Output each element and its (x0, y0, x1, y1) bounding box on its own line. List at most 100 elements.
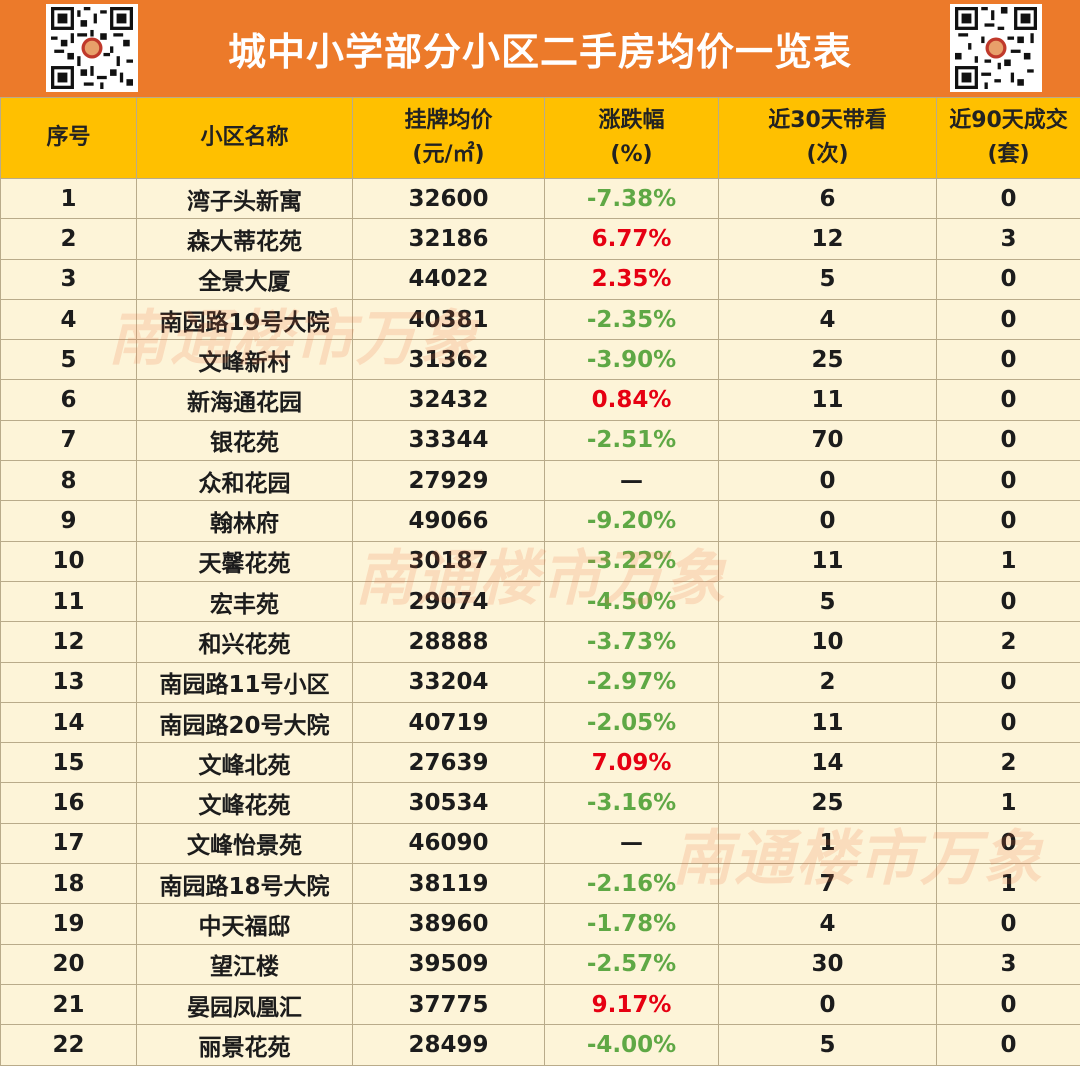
price-change: -9.20% (545, 501, 719, 541)
price-change: -1.78% (545, 904, 719, 944)
deals-90d: 0 (937, 340, 1080, 380)
deals-90d: 0 (937, 1025, 1080, 1065)
row-number: 15 (1, 743, 137, 783)
viewings-30d: 0 (719, 501, 937, 541)
row-number: 16 (1, 783, 137, 823)
deals-90d: 1 (937, 864, 1080, 904)
column-header: 小区名称 (137, 98, 353, 179)
column-header: 涨跌幅(%) (545, 98, 719, 179)
qr-code-icon (950, 4, 1042, 92)
viewings-30d: 4 (719, 904, 937, 944)
listing-price: 40381 (353, 299, 545, 339)
price-change: -2.16% (545, 864, 719, 904)
viewings-30d: 1 (719, 823, 937, 863)
viewings-30d: 25 (719, 783, 937, 823)
listing-price: 27639 (353, 743, 545, 783)
community-name: 和兴花苑 (137, 622, 353, 662)
row-number: 6 (1, 380, 137, 420)
row-number: 1 (1, 179, 137, 219)
listing-price: 28888 (353, 622, 545, 662)
viewings-30d: 30 (719, 944, 937, 984)
listing-price: 44022 (353, 259, 545, 299)
community-name: 文峰新村 (137, 340, 353, 380)
row-number: 12 (1, 622, 137, 662)
price-change: -4.00% (545, 1025, 719, 1065)
price-change: 2.35% (545, 259, 719, 299)
row-number: 17 (1, 823, 137, 863)
listing-price: 33204 (353, 662, 545, 702)
price-change: 9.17% (545, 984, 719, 1024)
row-number: 13 (1, 662, 137, 702)
deals-90d: 3 (937, 944, 1080, 984)
listing-price: 29074 (353, 581, 545, 621)
community-name: 文峰花苑 (137, 783, 353, 823)
deals-90d: 2 (937, 743, 1080, 783)
row-number: 22 (1, 1025, 137, 1065)
viewings-30d: 4 (719, 299, 937, 339)
community-name: 晏园凤凰汇 (137, 984, 353, 1024)
deals-90d: 0 (937, 179, 1080, 219)
viewings-30d: 25 (719, 340, 937, 380)
community-name: 南园路19号大院 (137, 299, 353, 339)
viewings-30d: 12 (719, 219, 937, 259)
community-name: 众和花园 (137, 461, 353, 501)
listing-price: 40719 (353, 702, 545, 742)
price-change: -4.50% (545, 581, 719, 621)
community-name: 望江楼 (137, 944, 353, 984)
viewings-30d: 7 (719, 864, 937, 904)
listing-price: 32186 (353, 219, 545, 259)
column-header: 序号 (1, 98, 137, 179)
deals-90d: 0 (937, 581, 1080, 621)
viewings-30d: 5 (719, 1025, 937, 1065)
deals-90d: 1 (937, 783, 1080, 823)
column-header-label: 序号 (1, 121, 136, 155)
page-title: 城中小学部分小区二手房均价一览表 (150, 0, 930, 97)
community-name: 森大蒂花苑 (137, 219, 353, 259)
column-header: 近30天带看(次) (719, 98, 937, 179)
viewings-30d: 0 (719, 461, 937, 501)
listing-price: 33344 (353, 420, 545, 460)
listing-price: 32432 (353, 380, 545, 420)
row-number: 8 (1, 461, 137, 501)
column-header-unit: (元/㎡) (353, 138, 544, 172)
column-header-label: 小区名称 (137, 121, 352, 155)
viewings-30d: 0 (719, 984, 937, 1024)
listing-price: 38119 (353, 864, 545, 904)
community-name: 文峰北苑 (137, 743, 353, 783)
table-header-row: 序号小区名称挂牌均价(元/㎡)涨跌幅(%)近30天带看(次)近90天成交(套) (1, 98, 1080, 179)
row-number: 5 (1, 340, 137, 380)
viewings-30d: 6 (719, 179, 937, 219)
deals-90d: 0 (937, 299, 1080, 339)
row-number: 19 (1, 904, 137, 944)
column-header-unit: (%) (545, 138, 718, 172)
viewings-30d: 70 (719, 420, 937, 460)
listing-price: 49066 (353, 501, 545, 541)
listing-price: 32600 (353, 179, 545, 219)
column-header-unit: (次) (719, 138, 936, 172)
viewings-30d: 11 (719, 541, 937, 581)
community-name: 翰林府 (137, 501, 353, 541)
row-number: 11 (1, 581, 137, 621)
price-change: -3.16% (545, 783, 719, 823)
community-name: 宏丰苑 (137, 581, 353, 621)
community-name: 新海通花园 (137, 380, 353, 420)
community-name: 丽景花苑 (137, 1025, 353, 1065)
deals-90d: 0 (937, 380, 1080, 420)
viewings-30d: 11 (719, 702, 937, 742)
community-name: 南园路20号大院 (137, 702, 353, 742)
qr-code-icon (46, 4, 138, 92)
